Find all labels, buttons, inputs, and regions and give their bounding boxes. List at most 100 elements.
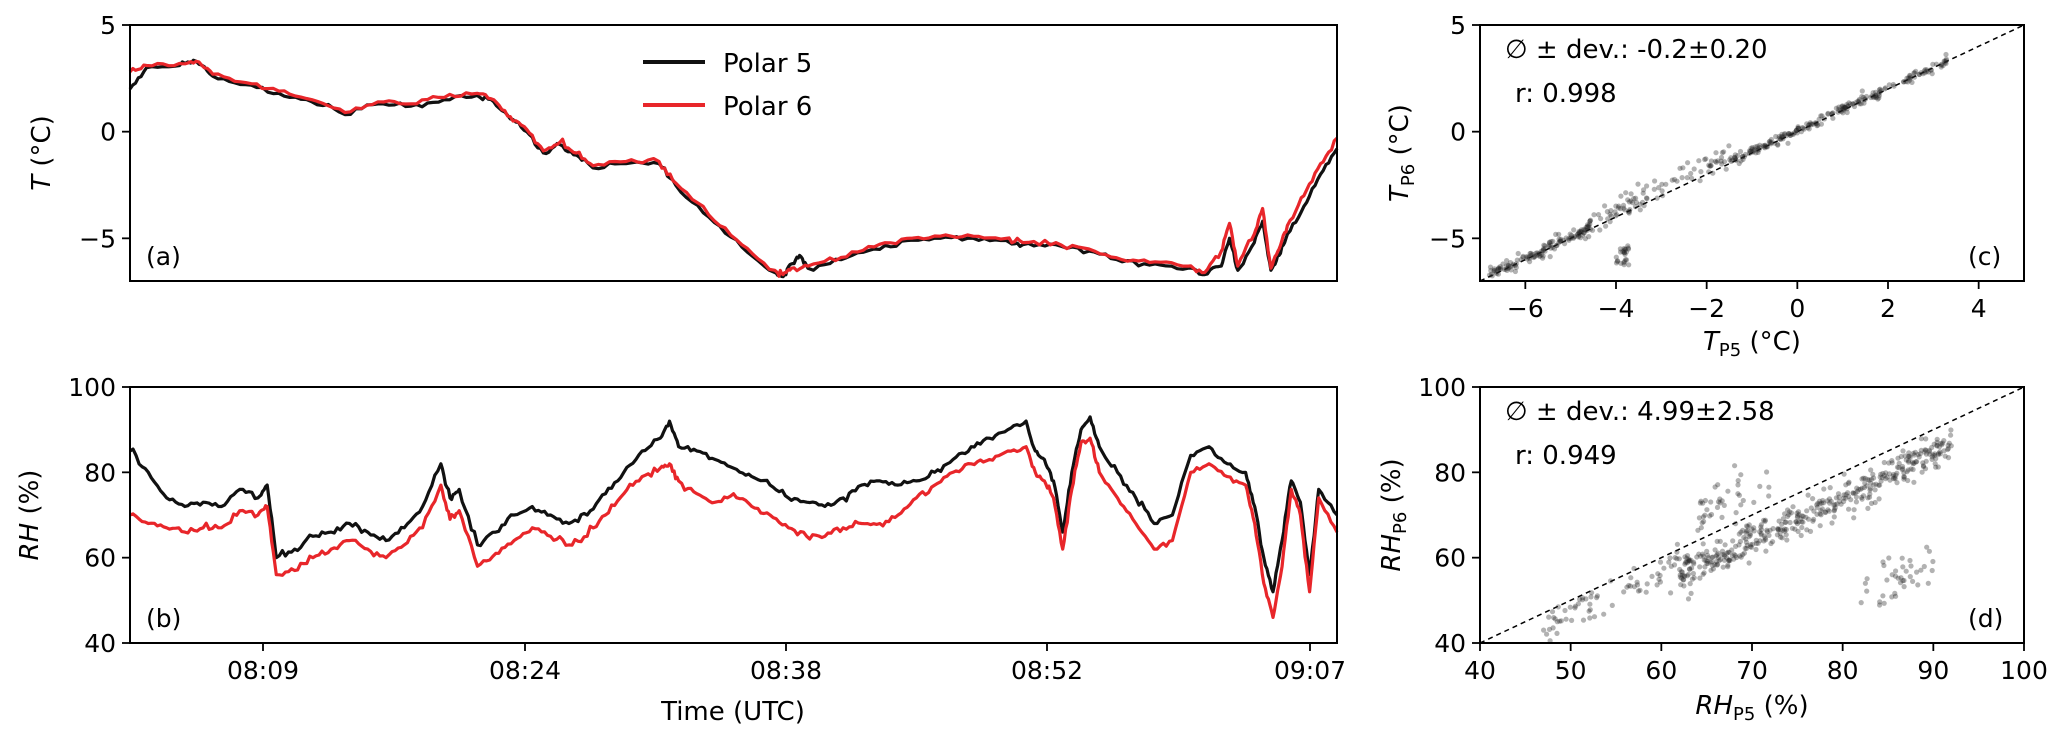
panel-c-point (1534, 252, 1540, 258)
panel-d-point (1889, 460, 1895, 466)
panel-d-point (1899, 467, 1905, 473)
panel-c-point (1780, 136, 1786, 142)
panel-d-point (1913, 459, 1919, 465)
panel-d-x-tick-label: 50 (1555, 656, 1587, 685)
panel-c-point (1608, 213, 1614, 219)
panel-c-point (1742, 151, 1749, 158)
panel-d-point (1865, 476, 1871, 483)
panel-d-point (1948, 427, 1954, 433)
panel-d-point (1859, 476, 1865, 482)
panel-c-point (1789, 131, 1795, 137)
panel-c-point (1795, 125, 1801, 131)
panel-d-point (1721, 502, 1727, 508)
panel-d-point (1753, 540, 1759, 547)
panel-c-point (1746, 148, 1753, 154)
panel-c-point (1928, 67, 1934, 73)
panel-d-point (1828, 498, 1834, 504)
panel-c-point (1818, 113, 1824, 119)
panel-d-point (1601, 611, 1607, 617)
panel-d-point (1689, 565, 1695, 571)
panel-c-point (1586, 223, 1592, 229)
panel-d-point (1743, 528, 1749, 534)
panel-d-point (1835, 491, 1842, 497)
panel-d-point (1719, 548, 1726, 554)
panel-d-point (1778, 534, 1784, 540)
panel-d-point (1901, 474, 1907, 480)
panel-d-point (1744, 523, 1750, 529)
panel-c-point (1768, 136, 1774, 143)
panel-c-point (1669, 177, 1675, 183)
panel-c-point (1558, 238, 1564, 244)
panel-c-point (1913, 68, 1919, 74)
panel-d-point (1926, 548, 1932, 554)
panel-d-point (1901, 474, 1907, 480)
panel-c-point (1778, 134, 1784, 140)
panel-d-point (1794, 514, 1800, 520)
panel-d-point (1666, 559, 1672, 565)
panel-c-point (1763, 143, 1769, 150)
panel-c-point (1729, 157, 1735, 163)
panel-c-point (1878, 88, 1884, 94)
panel-d-point (1945, 455, 1952, 461)
panel-c-point (1918, 70, 1924, 76)
panel-c-point (1659, 188, 1665, 194)
panel-d-point (1800, 513, 1806, 519)
panel-c-point (1906, 75, 1912, 81)
panel-d-point (1770, 526, 1776, 532)
panel-d-point (1906, 458, 1912, 464)
panel-d-point (1826, 508, 1832, 514)
panel-d-point (1923, 436, 1929, 442)
panel-c-point (1616, 203, 1622, 209)
panel-c-point (1505, 262, 1511, 268)
panel-d-point (1701, 570, 1707, 576)
panel-c-point (1924, 67, 1930, 73)
panel-a-y-ticks: −5 0 5 (79, 11, 130, 253)
panel-d-point (1930, 452, 1936, 458)
panel-c-point (1805, 125, 1811, 131)
panel-d-point (1674, 541, 1680, 547)
panel-d-point (1780, 516, 1786, 522)
panel-c-x-tick-label: 0 (1789, 294, 1805, 323)
panel-d-point (1554, 630, 1560, 637)
panel-d-point (1827, 500, 1833, 506)
panel-d-point (1705, 560, 1711, 567)
panel-d-point (1860, 493, 1867, 499)
panel-d-point (1932, 451, 1938, 457)
panel-d-point (1872, 499, 1878, 506)
panel-d-point (1751, 499, 1757, 505)
panel-d-point (1572, 605, 1578, 611)
panel-d-point (1946, 440, 1952, 446)
panel-c-point (1585, 222, 1591, 228)
panel-c-point (1523, 254, 1529, 260)
panel-c-point (1736, 160, 1742, 167)
panel-d-point (1831, 502, 1837, 508)
panel-d-point (1546, 649, 1551, 654)
panel-d-point (1685, 596, 1692, 602)
panel-c-point (1547, 240, 1553, 246)
panel-d-point (1762, 535, 1768, 541)
panel-d-point (1707, 559, 1713, 565)
panel-d-point (1864, 576, 1870, 582)
panel-c-point (1520, 253, 1526, 259)
panel-d-point (1841, 492, 1847, 498)
panel-c-point (1562, 241, 1568, 247)
panel-d-point (1784, 537, 1790, 543)
panel-c-point (1780, 134, 1786, 140)
panel-d-point (1826, 496, 1833, 502)
panel-c-point (1767, 138, 1773, 144)
panel-c-point (1908, 75, 1914, 81)
panel-d-point (1549, 609, 1556, 615)
panel-c-point (1818, 121, 1824, 127)
panel-d-point (1708, 511, 1715, 518)
panel-c-point (1623, 257, 1630, 263)
panel-d-point (1865, 495, 1871, 501)
panel-d-point (1736, 542, 1742, 548)
panel-c-point (1766, 139, 1772, 145)
panel-d-point (1852, 490, 1858, 496)
panel-c-point (1718, 158, 1724, 164)
panel-c-point (1576, 230, 1582, 236)
panel-c-point (1795, 125, 1802, 131)
panel-c-point (1627, 207, 1633, 213)
panel-d-point (1883, 470, 1889, 476)
